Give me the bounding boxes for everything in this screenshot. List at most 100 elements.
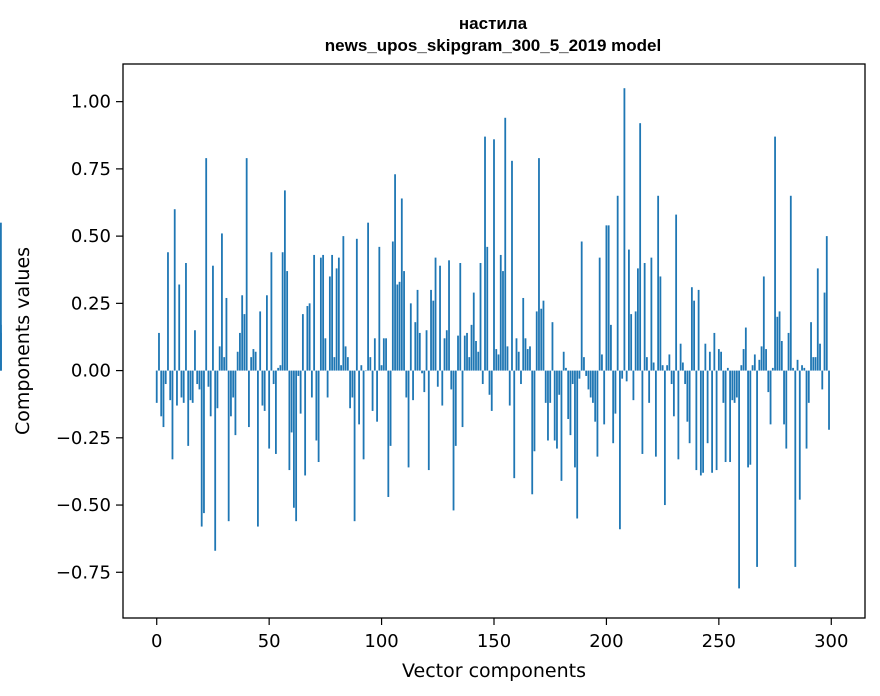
- bar-295: [819, 343, 821, 371]
- x-tick-label: 50: [258, 631, 281, 652]
- y-tick-label: 0.50: [71, 226, 111, 247]
- bar-211: [630, 314, 633, 371]
- bar-289: [805, 370, 808, 449]
- bar-160: [515, 338, 518, 371]
- bar-261: [742, 349, 745, 371]
- bar-167: [531, 370, 534, 495]
- chart-subtitle: news_upos_skipgram_300_5_2019 model: [325, 36, 661, 55]
- bar-43: [252, 349, 255, 371]
- bar-271: [765, 349, 767, 371]
- bar-58: [286, 271, 289, 371]
- bar-296: [821, 370, 824, 390]
- bar-249: [715, 370, 718, 471]
- bar-104: [389, 370, 392, 446]
- bar-94: [367, 222, 369, 371]
- bar-166: [529, 346, 531, 371]
- bar-101: [382, 338, 385, 371]
- bar-189: [580, 241, 583, 371]
- bar-13: [185, 263, 187, 371]
- bar-59: [288, 370, 291, 471]
- bar-81: [337, 257, 340, 371]
- bar-235: [684, 370, 687, 385]
- bar-214: [637, 268, 639, 371]
- bar-248: [713, 332, 716, 371]
- bar-120: [425, 330, 428, 371]
- bar-44: [254, 351, 257, 371]
- bar-252: [722, 370, 725, 403]
- bar-276: [776, 316, 779, 371]
- bar-172: [542, 300, 545, 371]
- bar-11: [180, 370, 183, 398]
- bar-280: [785, 370, 788, 449]
- bar-7: [171, 370, 174, 460]
- bar-147: [486, 246, 489, 371]
- bar-183: [567, 370, 570, 419]
- bar-34: [232, 370, 235, 398]
- bar-202: [610, 324, 612, 371]
- bar-1: [158, 332, 160, 371]
- bar-169: [535, 311, 538, 371]
- bar-260: [740, 365, 743, 371]
- bar-76: [326, 370, 329, 398]
- bar-184: [569, 370, 572, 436]
- bar-67: [306, 306, 309, 371]
- bar-273: [769, 370, 772, 425]
- bar-31: [225, 297, 228, 371]
- bar-272: [767, 370, 770, 393]
- bar-292: [812, 357, 815, 371]
- bar-291: [810, 322, 812, 371]
- bar-216: [641, 370, 644, 454]
- bar-230: [672, 370, 675, 417]
- bar-22: [205, 158, 208, 371]
- bar-40: [245, 158, 248, 371]
- bar-90: [358, 370, 360, 425]
- bar-126: [439, 265, 441, 371]
- bar-285: [796, 359, 799, 371]
- y-axis: −0.75 −0.50 −0.25 0.00 0.25 0.50 0.75 1.00: [56, 92, 123, 583]
- bar-236: [686, 370, 689, 422]
- bar-294: [816, 268, 819, 371]
- bar-93: [364, 370, 367, 372]
- bar-217: [643, 263, 646, 371]
- bar-116: [416, 289, 419, 371]
- bar-221: [652, 362, 655, 371]
- bar-50: [268, 370, 271, 449]
- bar-48: [263, 370, 266, 411]
- bar-131: [450, 370, 453, 390]
- bar-193: [589, 370, 592, 398]
- bar-259: [738, 370, 740, 589]
- bar-222: [654, 370, 657, 457]
- bar-75: [324, 338, 327, 371]
- bar-279: [783, 370, 785, 425]
- bar-39: [243, 314, 246, 371]
- bar-77: [328, 276, 331, 371]
- bar-113: [409, 303, 412, 371]
- bar-137: [463, 335, 466, 371]
- bar-241: [697, 289, 700, 371]
- bar-210: [628, 249, 630, 371]
- bar-87: [351, 370, 354, 398]
- bar-182: [565, 367, 567, 371]
- bar-179: [558, 370, 561, 395]
- bar-55: [279, 365, 282, 371]
- bar-283: [792, 367, 794, 371]
- plot-frame: [122, 63, 866, 619]
- bar-198: [601, 354, 603, 371]
- bar-53: [275, 370, 277, 454]
- bar-162: [520, 370, 522, 385]
- bar-49: [266, 295, 268, 371]
- bar-99: [378, 246, 381, 371]
- bar-266: [753, 354, 756, 371]
- bar-24: [209, 370, 212, 417]
- bar-32: [227, 370, 230, 522]
- bar-127: [441, 370, 444, 406]
- bar-231: [675, 214, 678, 371]
- bar-190: [583, 357, 585, 371]
- bar-142: [475, 341, 477, 371]
- bar-213: [634, 311, 637, 371]
- bar-69: [310, 370, 313, 398]
- bar-117: [418, 332, 421, 371]
- bar-192: [587, 370, 590, 390]
- y-tick-label: −0.50: [56, 495, 111, 516]
